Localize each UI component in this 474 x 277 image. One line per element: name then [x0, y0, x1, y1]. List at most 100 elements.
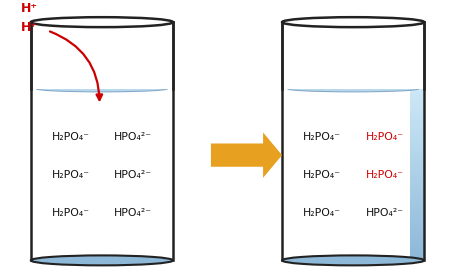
Bar [31, 243, 173, 246]
Bar [282, 177, 424, 180]
Bar [282, 200, 424, 203]
Text: HPO₄²⁻: HPO₄²⁻ [365, 208, 403, 218]
Bar [282, 237, 424, 240]
Bar [31, 134, 173, 137]
Bar [31, 229, 173, 232]
Bar [31, 246, 173, 249]
Bar [282, 249, 424, 252]
Bar [31, 114, 173, 117]
Text: H₂PO₄⁻: H₂PO₄⁻ [365, 132, 403, 142]
Bar [31, 143, 173, 146]
Bar [282, 234, 424, 237]
Bar [282, 223, 424, 226]
Bar [31, 120, 173, 123]
Text: HPO₄²⁻: HPO₄²⁻ [114, 170, 152, 179]
Bar [31, 154, 173, 157]
Bar [282, 126, 424, 129]
Bar [31, 89, 173, 92]
Bar [282, 132, 424, 135]
Bar [31, 171, 173, 175]
Text: H₂PO₄⁻: H₂PO₄⁻ [365, 170, 403, 179]
Bar [282, 246, 424, 249]
Bar [282, 120, 424, 123]
Bar [31, 249, 173, 252]
Bar [282, 100, 424, 103]
Bar [31, 160, 173, 163]
Bar [282, 203, 424, 206]
Bar [31, 254, 173, 258]
Bar [31, 180, 173, 183]
Bar [31, 203, 173, 206]
Bar [0, 12, 282, 260]
Bar [31, 109, 173, 112]
Bar [31, 240, 173, 243]
Bar [282, 183, 424, 186]
Bar [31, 157, 173, 160]
Bar [282, 149, 424, 152]
Bar [31, 223, 173, 226]
Bar [282, 123, 424, 126]
Ellipse shape [288, 86, 419, 92]
Ellipse shape [282, 255, 424, 265]
Bar [31, 106, 173, 109]
Bar [31, 237, 173, 240]
Bar [31, 140, 173, 143]
Bar [282, 89, 424, 92]
Bar [282, 217, 424, 220]
Bar [31, 91, 173, 94]
Bar [31, 100, 173, 103]
Bar [31, 232, 173, 235]
Bar [282, 180, 424, 183]
Bar [31, 137, 173, 140]
Bar [282, 171, 424, 175]
Bar [282, 206, 424, 209]
Bar [282, 140, 424, 143]
Bar [31, 117, 173, 120]
Bar [282, 189, 424, 192]
Bar [424, 12, 474, 260]
Text: H₂PO₄⁻: H₂PO₄⁻ [303, 170, 341, 179]
Bar [282, 137, 424, 140]
Bar [31, 169, 173, 172]
Bar [282, 157, 424, 160]
Bar [282, 152, 424, 155]
Bar [282, 229, 424, 232]
Bar [31, 257, 173, 260]
Bar [31, 103, 173, 106]
Bar [31, 163, 173, 166]
Bar [282, 129, 424, 132]
Bar [282, 212, 424, 215]
Bar [31, 111, 173, 115]
Ellipse shape [31, 255, 173, 265]
Bar [31, 186, 173, 189]
Bar [31, 189, 173, 192]
Bar [282, 94, 424, 98]
Bar [31, 94, 173, 98]
Bar [31, 226, 173, 229]
Bar [282, 111, 424, 115]
Bar [31, 212, 173, 215]
Bar [282, 240, 424, 243]
Bar [282, 252, 424, 255]
Bar [31, 183, 173, 186]
Bar [31, 177, 173, 180]
Bar [282, 232, 424, 235]
Bar [282, 17, 424, 89]
Bar [282, 117, 424, 120]
Bar [282, 209, 424, 212]
Bar [31, 220, 173, 223]
Bar [282, 134, 424, 137]
Bar [282, 166, 424, 169]
Bar [31, 166, 173, 169]
Bar [31, 209, 173, 212]
Bar [31, 217, 173, 220]
Text: H₂PO₄⁻: H₂PO₄⁻ [52, 208, 90, 218]
Bar [31, 17, 173, 89]
Bar [0, 12, 31, 260]
Bar [282, 106, 424, 109]
Bar [31, 214, 173, 217]
FancyArrowPatch shape [50, 32, 102, 100]
Text: HPO₄²⁻: HPO₄²⁻ [114, 208, 152, 218]
Bar [282, 163, 424, 166]
Bar [31, 152, 173, 155]
